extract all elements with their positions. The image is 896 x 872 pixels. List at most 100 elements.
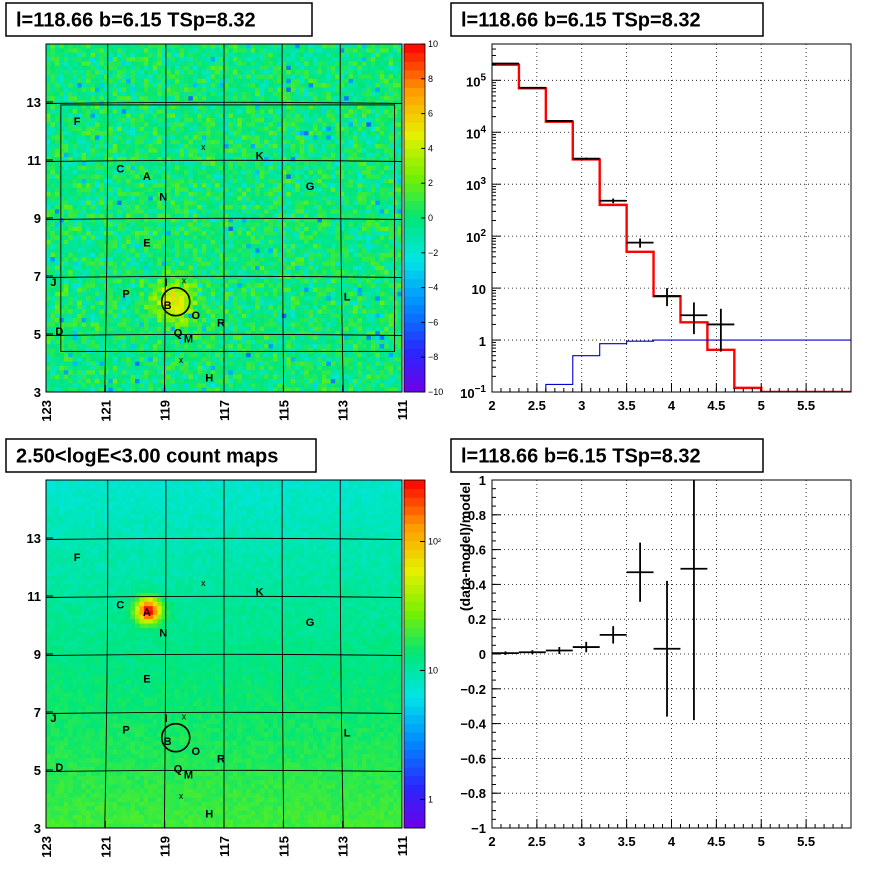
grid-parallel [45, 333, 403, 336]
x-tick-label: 4 [668, 398, 676, 413]
spec-title: l=118.66 b=6.15 TSp=8.32 [450, 2, 764, 37]
roi-outline [60, 104, 396, 352]
source-label: J [50, 277, 56, 289]
data-point [518, 650, 546, 655]
y-tick-label: 1 [479, 334, 486, 349]
data-point [653, 288, 681, 307]
grid-meridian [281, 43, 285, 393]
y-tick-label: 9 [34, 647, 41, 662]
source-label: N [159, 627, 167, 639]
colorbar-step [404, 636, 425, 646]
colorbar-step [404, 662, 425, 672]
x-tick-label: 115 [276, 836, 291, 857]
colorbar-tick-label: 1 [428, 794, 433, 804]
source-label: K [256, 587, 264, 599]
colorbar-tick-label: 10² [428, 537, 441, 547]
colorbar-step [404, 567, 425, 577]
colorbar-step [404, 514, 425, 524]
grid-meridian [339, 479, 344, 829]
x-tick-label: 5 [758, 834, 765, 849]
map2-pixels [46, 480, 403, 829]
colorbar-step [404, 819, 425, 829]
colorbar-tick-label: −8 [428, 352, 438, 362]
cross-marker: x [182, 711, 187, 721]
colorbar-step [404, 801, 425, 811]
colorbar-step [404, 532, 425, 542]
colorbar-step [404, 558, 425, 568]
y-tick-label: −0.8 [460, 786, 486, 801]
y-tick-base: 10 [466, 230, 480, 245]
map2-source-labels: F C A K G N E J I P B L O R D Q M H [50, 552, 350, 821]
source-label: L [344, 291, 351, 303]
colorbar-step [404, 252, 425, 262]
source-label: C [116, 164, 124, 176]
colorbar-step [404, 593, 425, 603]
map1-markers: x x x [179, 142, 206, 365]
source-label: C [116, 600, 124, 612]
grid-parallel [45, 101, 403, 104]
colorbar-frame [403, 479, 426, 829]
grid-meridian [281, 479, 285, 829]
x-tick-label: 113 [336, 836, 351, 857]
colorbar-step [404, 810, 425, 820]
y-tick-label: 13 [27, 531, 41, 546]
source-label: H [205, 373, 213, 385]
source-label: F [74, 116, 81, 128]
x-tick-label: 123 [39, 836, 54, 858]
source-label: A [143, 171, 151, 183]
cross-marker: x [179, 791, 184, 801]
x-tick-label: 3.5 [618, 398, 636, 413]
data-point [518, 86, 546, 89]
y-axis-label: (data-model)/model [457, 482, 473, 611]
y-tick-label: 13 [27, 95, 41, 110]
colorbar-step [404, 244, 425, 254]
colorbar-step [404, 139, 425, 149]
data-point [572, 157, 600, 160]
x-tick-label: 5.5 [797, 834, 815, 849]
data-point [653, 580, 681, 717]
map1-source-labels: F C A K G N E J I P B L O R D Q M H [50, 116, 350, 385]
resid-axes: 2 2.5 3 3.5 4 4.5 5 5.5 −1 −0.8 −0.6 −0.4 −0.2 0 0.2 0.… [457, 473, 852, 849]
source-label: R [217, 317, 225, 329]
source-label: G [306, 617, 315, 629]
colorbar-step [404, 610, 425, 620]
x-tick-label: 115 [276, 400, 291, 421]
y-tick-exponent: 4 [480, 124, 486, 135]
y-tick-label: 10−1 [460, 384, 486, 401]
colorbar-step [404, 549, 425, 559]
colorbar-tick-label: 8 [428, 74, 433, 84]
test-position-circle [160, 286, 191, 317]
y-tick-base: 10 [466, 74, 480, 89]
x-tick-label: 119 [158, 836, 173, 857]
colorbar-step [404, 374, 425, 384]
source-label: P [122, 724, 129, 736]
source-label: G [306, 181, 315, 193]
map2-title-text: 2.50<logE<3.00 count maps [16, 446, 278, 468]
cross-marker: x [179, 355, 184, 365]
colorbar-step [404, 741, 425, 751]
colorbar-step [404, 758, 425, 768]
source-label: A [143, 607, 151, 619]
y-tick-label: 11 [27, 589, 41, 604]
resid-title-box [450, 438, 764, 473]
y-tick-label: 7 [34, 705, 41, 720]
y-tick-exponent: −1 [475, 384, 487, 395]
colorbar-step [404, 165, 425, 175]
y-tick-label: 9 [34, 211, 41, 226]
x-tick-label: 3 [578, 834, 585, 849]
source-label: D [55, 762, 63, 774]
source-label: B [164, 300, 172, 312]
grid-meridian [163, 479, 167, 829]
source-label: P [122, 288, 129, 300]
colorbar-step [404, 322, 425, 332]
x-tick-label: 3.5 [618, 834, 636, 849]
colorbar-step [404, 278, 425, 288]
colorbar-step [404, 688, 425, 698]
data-point [707, 308, 735, 352]
x-tick-label: 4.5 [707, 398, 725, 413]
y-tick-label: 3 [34, 385, 41, 400]
source-label: D [55, 326, 63, 338]
colorbar-step [404, 131, 425, 141]
x-tick-label: 2 [488, 398, 495, 413]
